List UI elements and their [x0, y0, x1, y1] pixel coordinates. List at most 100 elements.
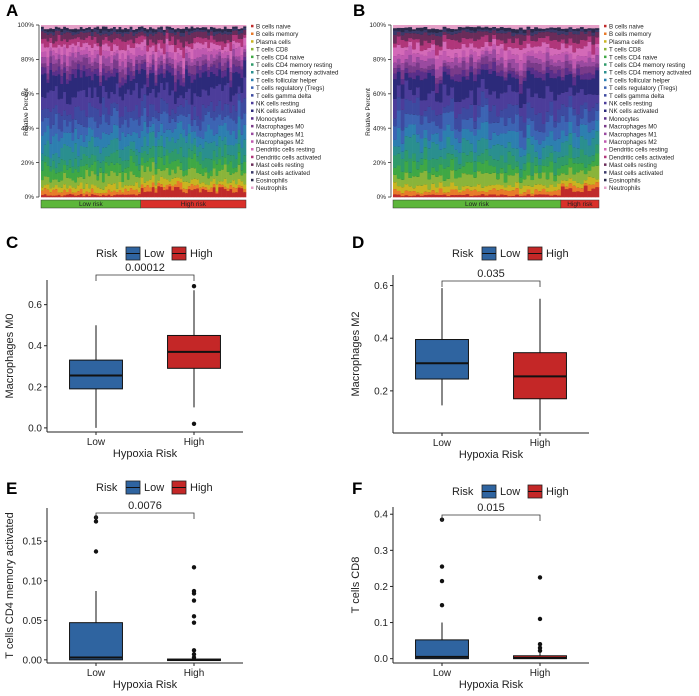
stack-segment: [187, 65, 191, 73]
stack-segment: [176, 115, 180, 123]
stack-segment: [503, 172, 508, 183]
y-tick-label: 0%: [25, 194, 35, 201]
stack-segment: [396, 54, 401, 59]
stack-segment: [484, 34, 489, 42]
stack-segment: [185, 69, 189, 93]
stack-segment: [461, 69, 466, 77]
stacked-bar-sample: [450, 25, 455, 198]
stack-segment: [423, 191, 428, 196]
stack-segment: [88, 188, 92, 193]
stack-segment: [423, 55, 428, 62]
stack-segment: [74, 182, 78, 189]
stack-segment: [198, 69, 202, 78]
stack-segment: [484, 50, 489, 57]
stack-segment: [63, 110, 67, 120]
stack-segment: [151, 28, 155, 33]
stack-segment: [77, 69, 81, 92]
stack-segment: [234, 42, 238, 49]
stack-segment: [221, 125, 225, 141]
stack-segment: [168, 28, 172, 34]
stack-segment: [185, 45, 189, 50]
stack-segment: [507, 46, 512, 51]
stack-segment: [168, 62, 172, 66]
stack-segment: [107, 98, 111, 115]
stack-segment: [454, 30, 459, 34]
stack-segment: [49, 171, 53, 183]
stack-segment: [185, 52, 189, 62]
stack-segment: [229, 71, 233, 81]
stack-segment: [190, 32, 194, 44]
stack-segment: [104, 107, 108, 123]
stack-segment: [79, 90, 83, 111]
stack-segment: [171, 67, 175, 76]
stack-segment: [90, 193, 94, 198]
stack-segment: [110, 195, 114, 198]
stack-segment: [234, 30, 238, 35]
stack-segment: [149, 25, 153, 28]
legend-swatch: [251, 140, 254, 143]
stack-segment: [465, 185, 470, 189]
stack-segment: [143, 33, 147, 37]
stack-segment: [168, 186, 172, 198]
stack-segment: [431, 194, 436, 198]
stack-segment: [96, 136, 100, 147]
stack-segment: [77, 91, 81, 107]
stack-segment: [171, 161, 175, 170]
stack-segment: [129, 187, 133, 195]
stack-segment: [121, 32, 125, 37]
stack-segment: [237, 143, 241, 153]
stack-segment: [88, 87, 92, 103]
stack-segment: [82, 42, 86, 50]
stack-segment: [154, 31, 158, 34]
stack-segment: [160, 145, 164, 158]
stack-segment: [104, 146, 108, 157]
stack-segment: [212, 187, 216, 198]
stack-segment: [93, 25, 97, 28]
stack-segment: [431, 58, 436, 65]
panel-label-a: A: [6, 1, 18, 20]
stack-segment: [434, 192, 440, 195]
stack-segment: [52, 63, 56, 72]
stack-segment: [179, 104, 183, 115]
stack-segment: [88, 167, 92, 177]
stack-segment: [82, 109, 86, 127]
stack-segment: [492, 57, 497, 62]
stack-segment: [168, 32, 172, 41]
stack-segment: [434, 143, 440, 160]
stacked-bar-sample: [46, 25, 50, 198]
stack-segment: [121, 41, 125, 50]
stack-segment: [173, 148, 178, 161]
stack-segment: [419, 158, 424, 165]
stack-segment: [74, 195, 78, 198]
stack-segment: [151, 161, 155, 176]
stack-segment: [82, 39, 86, 44]
stack-segment: [499, 144, 504, 156]
stack-segment: [396, 71, 401, 86]
stack-segment: [118, 31, 122, 34]
stacked-bar-sample: [515, 25, 520, 198]
stack-segment: [492, 70, 497, 92]
stack-segment: [124, 146, 128, 161]
stack-segment: [54, 173, 58, 180]
stack-segment: [400, 39, 405, 48]
stack-segment: [530, 67, 535, 75]
stack-segment: [140, 28, 144, 32]
stack-segment: [212, 31, 216, 36]
stack-segment: [143, 182, 147, 188]
stacked-bar-sample: [149, 25, 153, 198]
stack-segment: [121, 187, 125, 193]
stack-segment: [101, 114, 106, 133]
stack-segment: [185, 61, 189, 66]
stack-segment: [129, 47, 133, 54]
stack-segment: [393, 188, 398, 195]
stack-segment: [488, 68, 493, 75]
stack-segment: [160, 183, 164, 188]
stacked-bar-sample: [492, 25, 497, 198]
stack-segment: [57, 98, 61, 114]
stack-segment: [110, 25, 114, 29]
stack-segment: [408, 124, 413, 138]
stack-segment: [46, 183, 50, 190]
stack-segment: [104, 133, 108, 148]
stack-segment: [157, 180, 161, 183]
stack-segment: [99, 54, 103, 65]
